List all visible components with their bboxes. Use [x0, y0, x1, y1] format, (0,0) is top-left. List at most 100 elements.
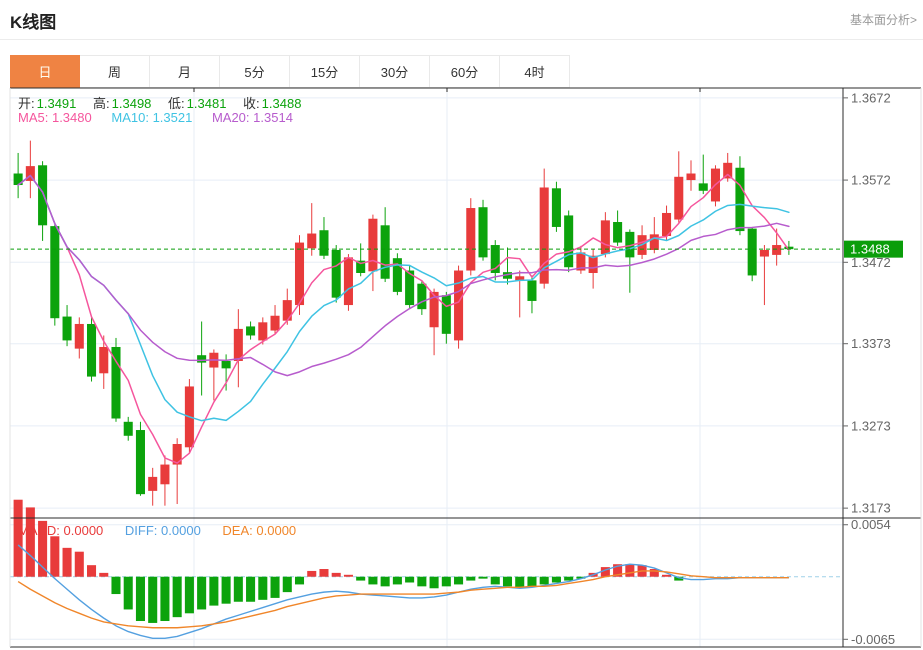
- macd-bar: [62, 547, 72, 577]
- macd-bar: [148, 576, 158, 623]
- axis-tick-label: 1.3572: [851, 173, 891, 188]
- macd-bar: [454, 576, 464, 585]
- tab-60min[interactable]: 60分: [430, 55, 500, 88]
- macd-bar: [13, 499, 23, 577]
- macd-bar: [270, 576, 280, 598]
- fundamental-analysis-link[interactable]: 基本面分析>: [849, 13, 917, 27]
- candle: [233, 328, 243, 361]
- candle: [564, 215, 574, 268]
- axis-tick-label: 1.3373: [851, 336, 891, 351]
- macd-bar: [466, 576, 476, 581]
- current-price-badge-label: 1.3488: [850, 242, 890, 257]
- candle: [172, 444, 182, 465]
- candle: [674, 176, 684, 220]
- macd-bar: [662, 574, 672, 577]
- candle: [417, 283, 427, 310]
- tab-month[interactable]: 月: [150, 55, 220, 88]
- macd-bar: [86, 565, 97, 577]
- axis-tick-label: 1.3173: [851, 501, 891, 516]
- candle: [405, 270, 415, 306]
- macd-bar: [331, 572, 341, 577]
- macd-bar: [135, 576, 145, 622]
- current-price-badge: [844, 240, 903, 258]
- macd-bar: [478, 576, 488, 579]
- candle: [551, 188, 561, 227]
- candle: [246, 326, 256, 336]
- macd-bar: [38, 520, 48, 577]
- macd-bar: [527, 576, 537, 587]
- axis-tick-label: 0.0054: [851, 517, 891, 532]
- macd-bar: [111, 576, 121, 595]
- candle: [723, 162, 733, 179]
- macd-bar: [429, 576, 439, 589]
- candle: [123, 421, 133, 436]
- macd-bar: [282, 576, 292, 593]
- candle: [478, 207, 488, 258]
- macd-bar: [319, 569, 329, 577]
- candle: [392, 258, 402, 292]
- tab-4hour[interactable]: 4时: [500, 55, 570, 88]
- candle: [13, 173, 23, 186]
- tab-week[interactable]: 周: [80, 55, 150, 88]
- macd-bar: [233, 576, 243, 602]
- candle: [148, 476, 158, 491]
- candle: [99, 346, 109, 374]
- macd-bar: [405, 576, 415, 583]
- macd-bar: [294, 576, 305, 585]
- candle: [576, 252, 586, 271]
- candle: [490, 245, 500, 273]
- macd-bar: [123, 576, 133, 610]
- candle: [197, 355, 207, 363]
- header: K线图 基本面分析>: [0, 0, 923, 40]
- tab-day[interactable]: 日: [10, 55, 80, 88]
- tab-30min[interactable]: 30分: [360, 55, 430, 88]
- candle: [759, 249, 769, 257]
- candle: [527, 280, 537, 301]
- macd-bar: [392, 576, 402, 585]
- macd-bar: [625, 564, 635, 577]
- macd-bar: [539, 576, 549, 585]
- candle: [25, 166, 35, 181]
- macd-bar: [246, 576, 256, 602]
- candle: [86, 323, 97, 377]
- tab-15min[interactable]: 15分: [290, 55, 360, 88]
- candle: [698, 183, 708, 191]
- candle: [539, 187, 549, 284]
- candle: [221, 360, 231, 369]
- macd-bar: [515, 576, 525, 589]
- macd-bar: [258, 576, 268, 600]
- candle: [613, 222, 623, 243]
- candle: [111, 346, 121, 419]
- candle: [356, 260, 366, 273]
- axis-tick-label: 1.3472: [851, 255, 891, 270]
- candle: [454, 270, 464, 341]
- macd-bar: [172, 576, 182, 618]
- axis-tick-label: 1.3273: [851, 418, 891, 433]
- candle: [160, 464, 170, 485]
- macd-bar: [441, 576, 451, 587]
- candle: [662, 212, 672, 236]
- candle: [380, 225, 390, 279]
- macd-bar: [551, 576, 561, 583]
- macd-bar: [50, 536, 60, 577]
- macd-bar: [209, 576, 219, 606]
- candle: [625, 231, 635, 258]
- ma5-line: [17, 173, 790, 464]
- candle: [686, 173, 696, 181]
- candle: [772, 245, 782, 255]
- candle: [441, 295, 451, 334]
- candle: [784, 246, 794, 250]
- candle: [294, 242, 305, 306]
- macd-bar: [197, 576, 207, 610]
- candle: [600, 220, 610, 255]
- candle: [319, 230, 329, 256]
- candle: [588, 255, 598, 273]
- candle: [735, 167, 745, 232]
- period-tab-bar: 日 周 月 5分 15分 30分 60分 4时: [10, 55, 570, 88]
- tab-5min[interactable]: 5分: [220, 55, 290, 88]
- page-title: K线图: [10, 13, 57, 32]
- candle: [38, 165, 48, 226]
- macd-bar: [307, 570, 317, 577]
